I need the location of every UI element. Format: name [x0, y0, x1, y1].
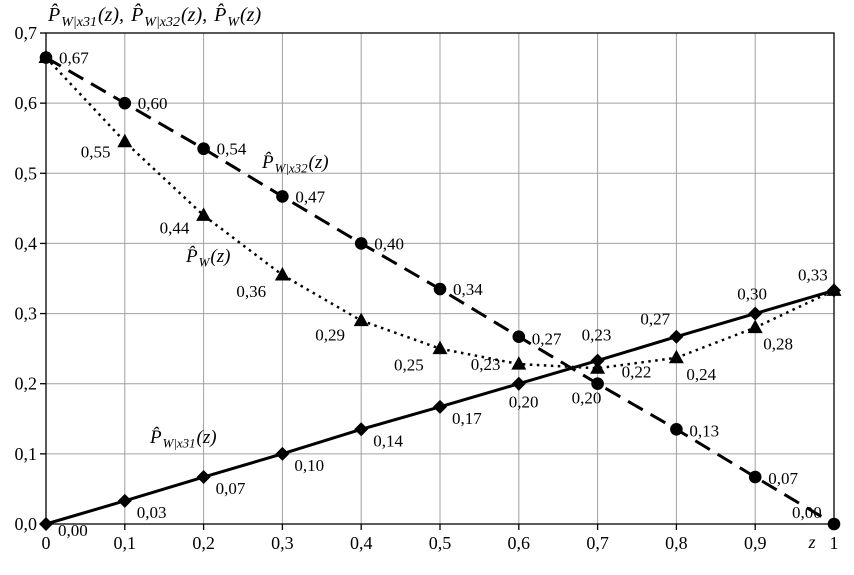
y-tick-label: 0,5: [15, 163, 38, 183]
data-point-diamond: [354, 422, 369, 437]
data-point-circle: [748, 470, 762, 484]
data-point-circle: [591, 377, 604, 391]
point-label: 0,55: [81, 143, 111, 162]
point-label: 0,34: [453, 280, 483, 299]
point-label: 0,47: [295, 187, 325, 206]
point-label: 0,20: [572, 389, 602, 408]
x-tick-label: 0: [42, 533, 51, 553]
y-tick-label: 0,7: [15, 23, 38, 43]
x-tick-label: 0,5: [429, 533, 452, 553]
y-tick-label: 0,1: [15, 444, 38, 464]
y-tick-label: 0,6: [15, 93, 38, 113]
data-point-triangle: [511, 356, 527, 370]
data-point-triangle: [117, 133, 133, 148]
data-point-circle: [670, 423, 683, 436]
point-label: 0,36: [236, 282, 266, 301]
point-label: 0,23: [471, 355, 501, 374]
data-point-diamond: [669, 329, 684, 344]
data-point-circle: [39, 51, 53, 64]
point-label: 0,44: [160, 218, 190, 237]
data-point-diamond: [433, 399, 447, 414]
point-label: 0,10: [294, 456, 324, 475]
x-axis-symbol: z: [807, 532, 815, 552]
point-label: 0,28: [763, 335, 793, 354]
x-tick-label: 0,6: [508, 533, 531, 553]
x-tick-label: 0,1: [114, 533, 137, 553]
point-label: 0,07: [216, 479, 246, 498]
data-point-diamond: [511, 376, 526, 391]
series-annotation: P̂W|x31(z): [149, 427, 217, 451]
data-point-diamond: [748, 306, 763, 321]
point-label: 0,67: [59, 49, 89, 68]
data-point-circle: [118, 96, 132, 110]
x-tick-label: 0,8: [665, 533, 688, 553]
series-annotation: P̂W|x32(z): [261, 152, 329, 176]
point-label: 0,00: [58, 521, 88, 540]
data-point-circle: [354, 237, 368, 250]
point-label: 0,22: [622, 362, 652, 381]
y-tick-label: 0,3: [15, 304, 38, 324]
x-tick-label: 0,9: [744, 533, 767, 553]
point-label: 0,07: [768, 469, 798, 488]
data-point-diamond: [827, 283, 841, 298]
y-tick-label: 0,4: [15, 233, 38, 253]
point-label: 0,13: [689, 421, 719, 440]
y-tick-label: 0,2: [15, 374, 38, 394]
data-point-triangle: [747, 319, 763, 334]
data-point-circle: [827, 517, 841, 531]
point-label: 0,17: [452, 409, 482, 428]
x-tick-label: 0,2: [192, 533, 215, 553]
series-annotation: P̂W(z): [185, 246, 230, 270]
data-point-triangle: [432, 340, 448, 355]
point-label: 0,54: [217, 140, 247, 159]
data-point-diamond: [275, 446, 290, 461]
point-label: 0,40: [374, 234, 404, 253]
point-label: 0,00: [792, 503, 822, 522]
data-point-diamond: [117, 493, 132, 508]
point-label: 0,60: [138, 94, 168, 113]
x-tick-label: 0,7: [586, 533, 609, 553]
data-point-circle: [433, 282, 447, 296]
series-line-triangle: [45, 56, 835, 370]
data-point-triangle: [353, 312, 369, 327]
point-label: 0,03: [137, 503, 167, 522]
data-point-triangle: [274, 266, 290, 281]
point-label: 0,27: [532, 330, 562, 349]
data-point-diamond: [39, 517, 53, 531]
point-label: 0,20: [509, 393, 539, 412]
y-tick-label: 0,0: [15, 514, 38, 534]
point-label: 0,23: [582, 326, 612, 345]
x-tick-label: 0,4: [350, 533, 373, 553]
data-point-diamond: [196, 470, 211, 485]
point-label: 0,14: [373, 431, 403, 450]
data-point-triangle: [668, 349, 684, 364]
data-point-triangle: [196, 207, 212, 221]
data-point-diamond: [590, 353, 605, 368]
data-point-circle: [276, 190, 289, 203]
data-point-circle: [197, 142, 210, 156]
point-label: 0,30: [737, 285, 767, 304]
x-tick-label: 0,3: [271, 533, 294, 553]
point-label: 0,25: [394, 356, 424, 375]
point-label: 0,29: [315, 326, 345, 345]
data-point-circle: [512, 330, 526, 344]
point-label: 0,27: [640, 310, 670, 329]
point-label: 0,24: [686, 365, 716, 384]
point-label: 0,33: [798, 265, 828, 284]
x-tick-label: 1: [830, 533, 839, 553]
chart-title: P̂W|x31(z), P̂W|x32(z), P̂W(z): [47, 3, 261, 30]
